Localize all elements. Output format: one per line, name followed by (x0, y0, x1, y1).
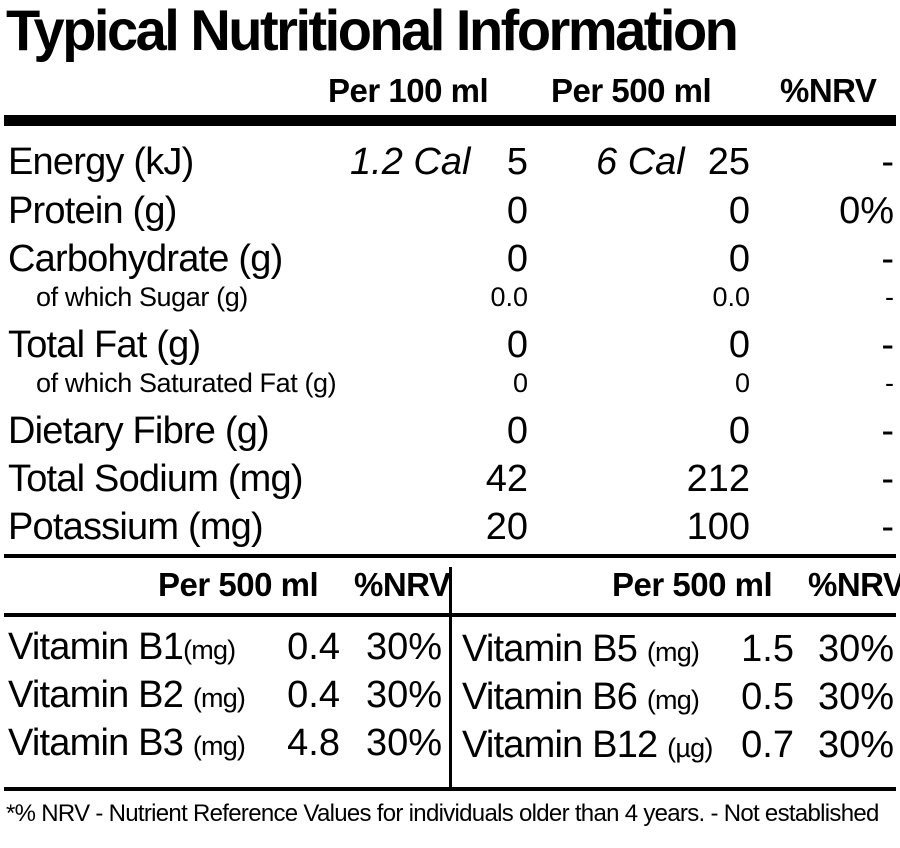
vitamin-name: Vitamin B2 (8, 674, 184, 716)
nutrient-sub-label: of which Sugar (g) (36, 282, 248, 312)
vitamin-row: Vitamin B2 (mg) (8, 674, 246, 716)
vitamin-amount: 0.7 (741, 724, 794, 766)
nutrient-per-100ml: 0 (512, 368, 528, 398)
nutrient-per-500ml: 25 (707, 141, 750, 183)
nutrient-per-500ml: 0 (728, 410, 750, 452)
vitamin-right-header-amount: Per 500 ml (612, 566, 773, 603)
vitamin-name: Vitamin B1 (8, 626, 184, 668)
nutrient-per-500ml: 0.0 (712, 282, 750, 312)
nutrient-label: Protein (g) (8, 190, 177, 232)
nutrient-nrv: - (881, 410, 894, 452)
vitamin-column-divider (449, 567, 452, 788)
nutrient-nrv: - (881, 324, 894, 366)
column-header-per-500ml: Per 500 ml (551, 72, 712, 109)
vitamin-amount: 0.5 (741, 676, 794, 718)
nutrient-per-500ml: 212 (686, 458, 750, 500)
vitamin-amount: 0.4 (287, 674, 340, 716)
nutrient-per-500ml: 0 (734, 368, 750, 398)
nutrient-nrv: - (881, 141, 894, 183)
nutrient-nrv: - (881, 506, 894, 548)
footnote: *% NRV - Nutrient Reference Values for i… (6, 800, 879, 827)
nutrient-per-100ml: 0 (506, 324, 528, 366)
nutrient-per-100ml: 0 (506, 238, 528, 280)
nutrient-nrv: - (881, 458, 894, 500)
vitamin-row: Vitamin B12 (µg) (462, 726, 713, 764)
vitamin-amount: 4.8 (287, 722, 340, 764)
nutrient-label: Dietary Fibre (g) (8, 410, 270, 452)
nutrient-per-500ml: 0 (728, 238, 750, 280)
vitamin-right-header-nrv: %NRV (808, 566, 900, 603)
panel-title: Typical Nutritional Information (6, 0, 739, 63)
vitamin-name: Vitamin B6 (462, 676, 638, 718)
nutrient-per-100ml: 42 (485, 458, 528, 500)
vitamin-row: Vitamin B6 (mg) (462, 676, 700, 718)
nutrient-label: Carbohydrate (g) (8, 238, 283, 280)
column-header-nrv: %NRV (780, 72, 877, 109)
vitamin-section-top-rule (4, 554, 896, 558)
nutrient-label: Total Sodium (mg) (8, 458, 304, 500)
nutrient-label: Energy (kJ) (8, 141, 194, 183)
nutrient-per-500ml: 0 (728, 190, 750, 232)
vitamin-row: Vitamin B3 (mg) (8, 722, 246, 764)
footnote-rule (4, 787, 896, 791)
nutrient-nrv: - (885, 282, 894, 312)
nutrient-per-100ml: 5 (506, 141, 528, 183)
vitamin-name: Vitamin B5 (462, 628, 638, 670)
vitamin-nrv: 30% (817, 724, 894, 766)
nutrient-per-500ml: 100 (686, 506, 750, 548)
vitamin-left-header-amount: Per 500 ml (158, 566, 319, 603)
energy-cal-per-500ml: 6 Cal (596, 141, 685, 183)
vitamin-nrv: 30% (817, 628, 894, 670)
vitamin-name: Vitamin B3 (8, 722, 184, 764)
nutrient-per-100ml: 0 (506, 190, 528, 232)
nutrient-nrv: - (885, 368, 894, 398)
nutrient-per-100ml: 0.0 (490, 282, 528, 312)
vitamin-row: Vitamin B1(mg) (8, 626, 236, 668)
nutrient-nrv: 0% (839, 190, 894, 232)
vitamin-nrv: 30% (817, 676, 894, 718)
column-header-per-100ml: Per 100 ml (328, 72, 489, 109)
nutrient-label: Total Fat (g) (8, 324, 201, 366)
vitamin-unit: (mg) (192, 683, 246, 713)
vitamin-row: Vitamin B5 (mg) (462, 628, 700, 670)
nutrient-per-500ml: 0 (728, 324, 750, 366)
nutrient-per-100ml: 20 (485, 506, 528, 548)
vitamin-unit: (mg) (192, 731, 246, 761)
energy-cal-per-100ml: 1.2 Cal (350, 141, 471, 183)
vitamin-unit: (µg) (667, 733, 713, 763)
vitamin-name: Vitamin B12 (462, 724, 658, 766)
vitamin-nrv: 30% (365, 722, 442, 764)
nutrient-per-100ml: 0 (506, 410, 528, 452)
header-divider (4, 115, 896, 126)
vitamin-nrv: 30% (365, 626, 442, 668)
nutrient-nrv: - (881, 238, 894, 280)
vitamin-amount: 0.4 (287, 626, 340, 668)
nutrient-label: Potassium (mg) (8, 506, 264, 548)
vitamin-amount: 1.5 (741, 628, 794, 670)
vitamin-nrv: 30% (365, 674, 442, 716)
vitamin-unit: (mg) (646, 685, 700, 715)
vitamin-unit: (mg) (646, 637, 700, 667)
vitamin-left-header-nrv: %NRV (354, 566, 451, 603)
nutrient-sub-label: of which Saturated Fat (g) (36, 368, 337, 398)
vitamin-unit: (mg) (183, 635, 236, 665)
